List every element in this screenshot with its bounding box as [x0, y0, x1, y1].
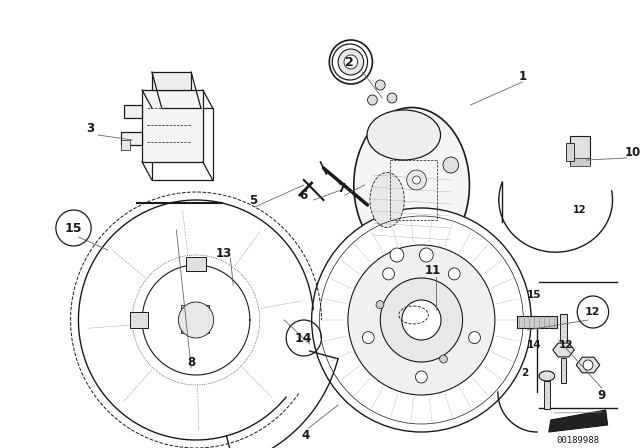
Bar [518, 316, 557, 328]
Polygon shape [549, 410, 607, 432]
Circle shape [380, 278, 463, 362]
Circle shape [390, 248, 404, 262]
Text: 5: 5 [249, 194, 257, 207]
Text: 15: 15 [65, 221, 83, 234]
Bar [152, 108, 212, 180]
Circle shape [419, 248, 433, 262]
Text: 8: 8 [187, 356, 195, 369]
Ellipse shape [354, 108, 469, 263]
Text: 10: 10 [625, 146, 640, 159]
Circle shape [362, 332, 374, 344]
Circle shape [312, 208, 531, 432]
Ellipse shape [539, 371, 555, 381]
Text: 15: 15 [527, 290, 541, 300]
Polygon shape [576, 357, 600, 373]
Text: 11: 11 [425, 263, 442, 276]
Text: 3: 3 [86, 121, 94, 134]
Circle shape [443, 157, 459, 173]
Text: 2: 2 [521, 368, 528, 378]
Bar [559, 314, 568, 344]
Bar [570, 136, 590, 164]
Bar [186, 257, 206, 271]
Text: 2: 2 [346, 56, 355, 69]
Text: 12: 12 [585, 307, 601, 317]
Text: 9: 9 [598, 388, 606, 401]
Circle shape [449, 268, 460, 280]
Circle shape [375, 80, 385, 90]
Circle shape [330, 40, 372, 84]
Polygon shape [124, 105, 142, 118]
Polygon shape [142, 90, 203, 162]
Bar [570, 158, 590, 166]
Text: 1: 1 [518, 69, 527, 82]
Text: 6: 6 [300, 189, 308, 202]
Bar [131, 312, 148, 328]
Bar [390, 160, 437, 220]
Circle shape [179, 302, 214, 338]
Ellipse shape [370, 172, 404, 228]
Text: 14: 14 [527, 340, 541, 350]
Circle shape [338, 49, 364, 75]
Circle shape [468, 332, 481, 344]
Text: 7: 7 [337, 181, 345, 194]
Text: 00189988: 00189988 [557, 435, 600, 444]
Bar [561, 358, 566, 383]
Circle shape [367, 95, 378, 105]
Bar [544, 381, 550, 409]
Text: 13: 13 [215, 246, 232, 259]
Polygon shape [553, 343, 574, 357]
Circle shape [413, 176, 420, 184]
Circle shape [402, 300, 441, 340]
Polygon shape [120, 132, 142, 145]
Text: 12: 12 [559, 340, 573, 350]
Circle shape [406, 170, 426, 190]
Circle shape [387, 93, 397, 103]
Text: 12: 12 [573, 205, 587, 215]
Ellipse shape [367, 110, 440, 160]
Circle shape [583, 360, 593, 370]
Circle shape [440, 355, 447, 363]
Circle shape [376, 301, 384, 309]
Polygon shape [152, 72, 191, 90]
Bar [566, 143, 574, 161]
Circle shape [383, 268, 394, 280]
Text: 4: 4 [301, 428, 310, 441]
Circle shape [415, 371, 428, 383]
Text: 14: 14 [295, 332, 312, 345]
Circle shape [348, 245, 495, 395]
Circle shape [344, 55, 358, 69]
Bar [120, 140, 131, 150]
Bar [181, 305, 209, 333]
